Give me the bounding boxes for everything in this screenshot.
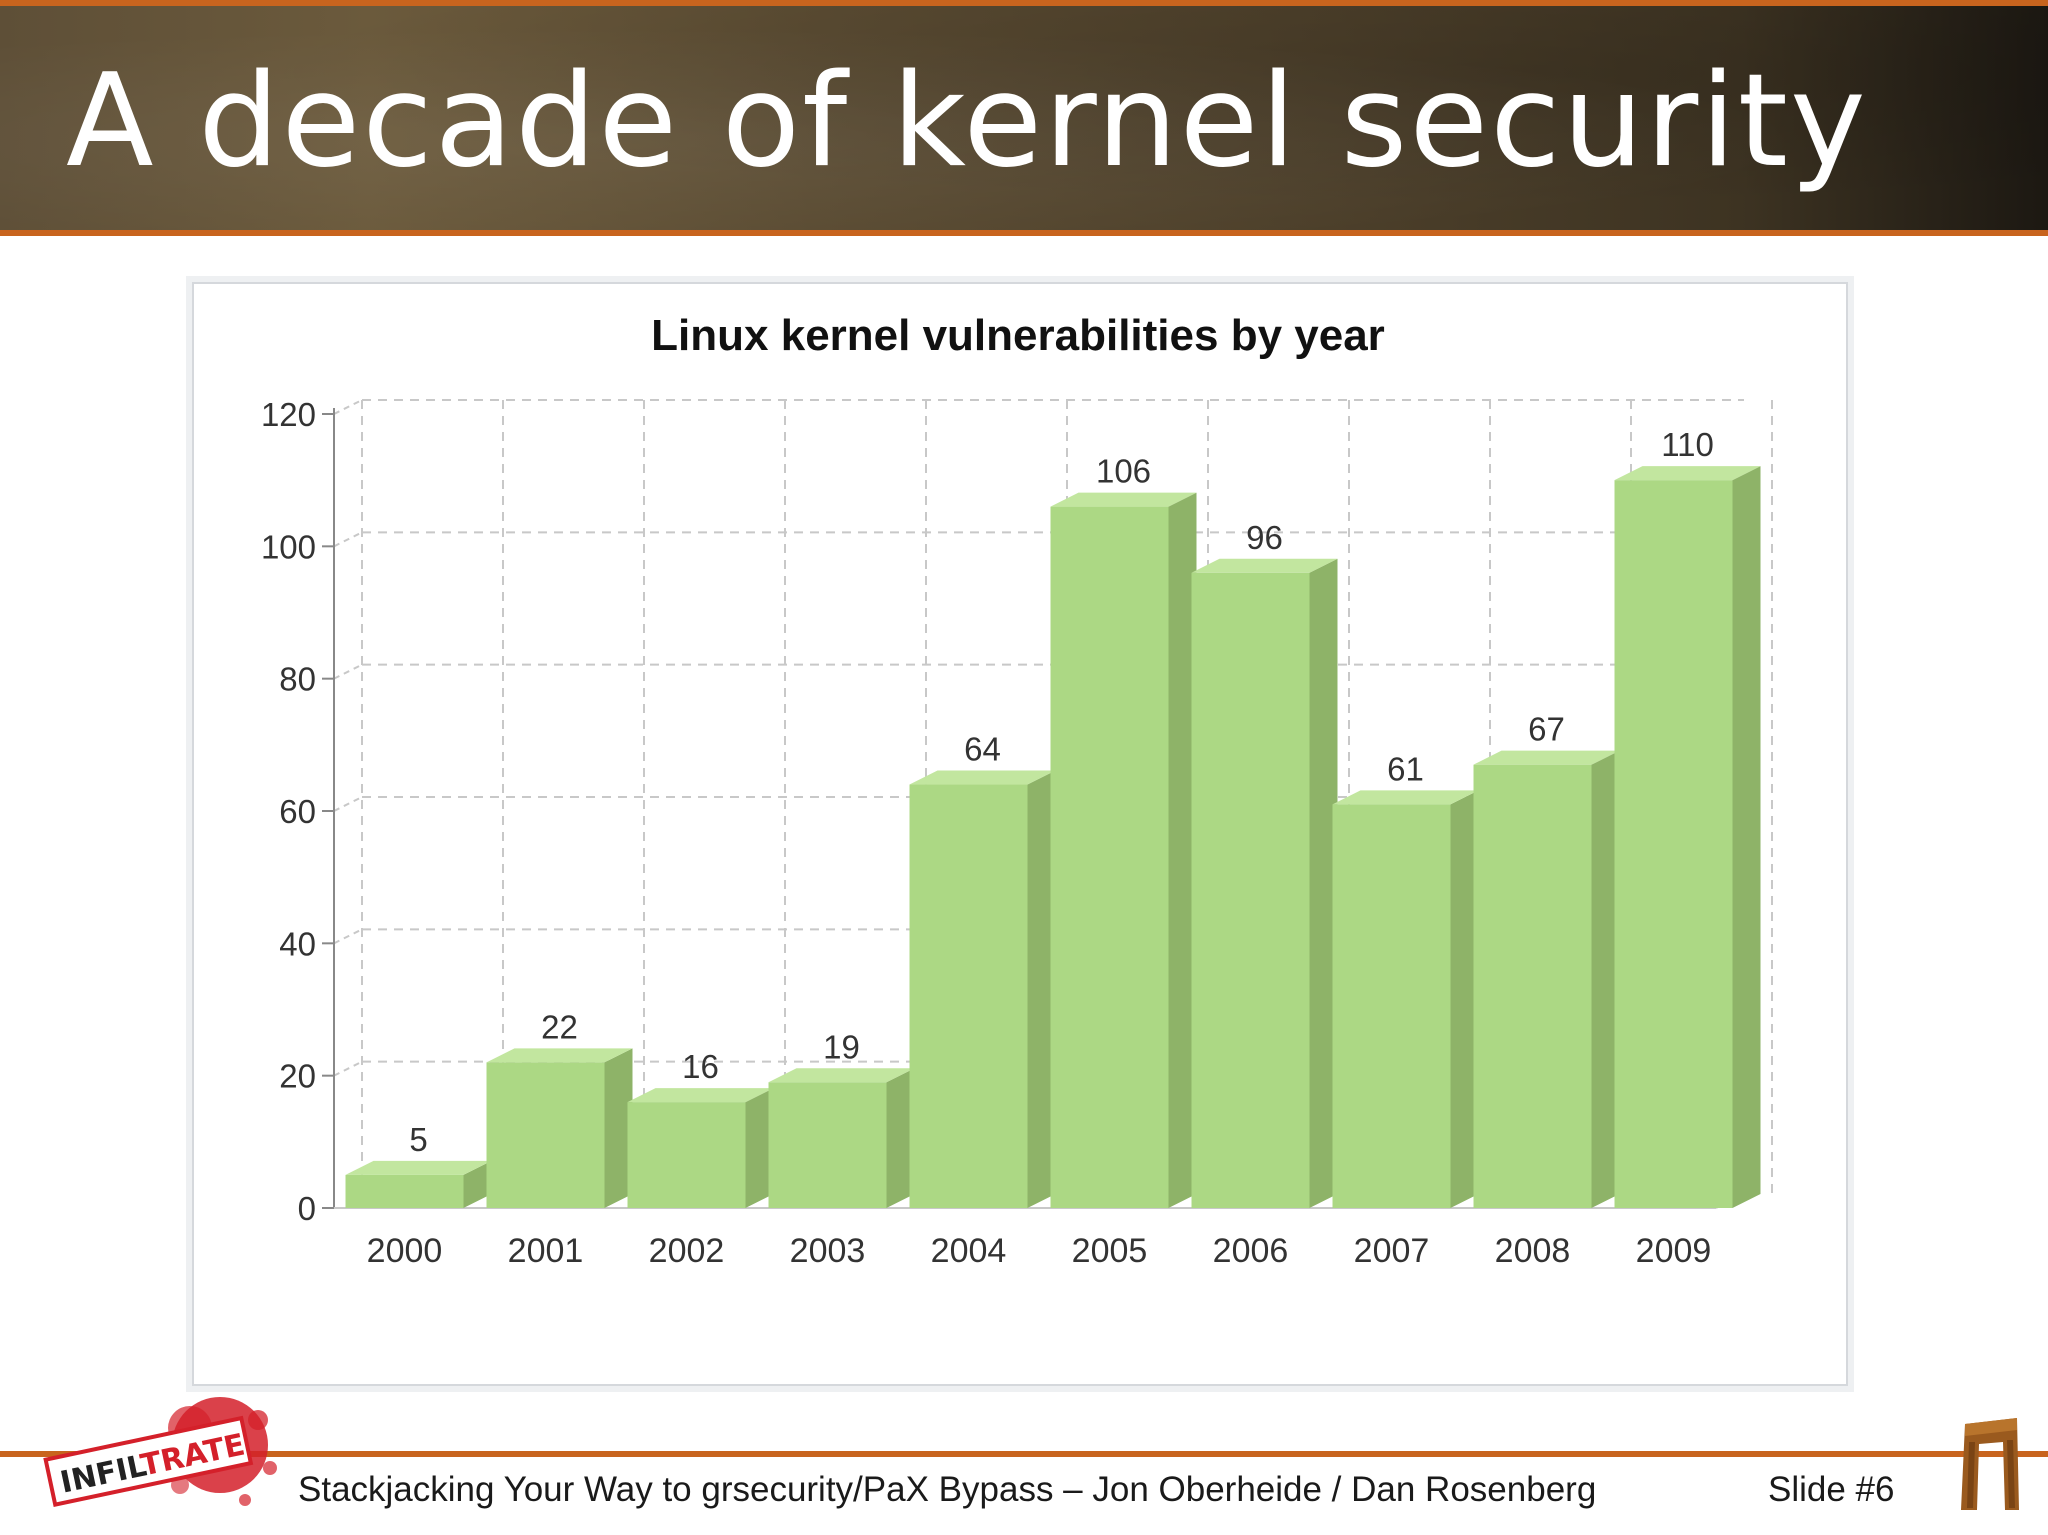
bar-2002 — [627, 1088, 774, 1208]
bar-2007 — [1332, 790, 1479, 1208]
bar-side — [1027, 770, 1056, 1208]
bar-front — [486, 1062, 605, 1208]
data-label: 106 — [1096, 453, 1151, 490]
bar-front — [1614, 480, 1733, 1209]
bar-top — [486, 1048, 633, 1063]
bar-top — [1191, 558, 1338, 573]
bar-side — [604, 1048, 633, 1208]
gridline-depth — [333, 796, 363, 812]
x-tick-label: 2007 — [1354, 1232, 1430, 1270]
data-label: 5 — [409, 1121, 427, 1158]
bar-top — [1473, 750, 1620, 765]
bar-side — [1591, 750, 1620, 1208]
slide-number: Slide #6 — [1768, 1470, 1895, 1509]
data-label: 19 — [823, 1028, 860, 1065]
x-tick-label: 2009 — [1636, 1232, 1712, 1270]
footer-text: Stackjacking Your Way to grsecurity/PaX … — [298, 1470, 1597, 1509]
bar-2000 — [345, 1160, 492, 1208]
bar-2003 — [768, 1068, 915, 1208]
bar-side — [745, 1088, 774, 1208]
chart-title: Linux kernel vulnerabilities by year — [651, 311, 1385, 360]
bar-front — [627, 1102, 746, 1208]
y-tick-label: 20 — [279, 1058, 316, 1095]
y-tick-label: 60 — [279, 793, 316, 830]
bar-2001 — [486, 1048, 633, 1208]
arch-logo — [1961, 1418, 2019, 1510]
data-labels: 5 22 16 19 64 106 96 61 67 110 — [409, 426, 1713, 1158]
bar-side — [1168, 492, 1197, 1209]
slide-title: A decade of kernel security — [66, 47, 1868, 196]
gridline-depth — [333, 663, 363, 680]
bar-2004 — [909, 770, 1056, 1208]
y-tick-label: 0 — [298, 1190, 316, 1227]
footer-divider — [0, 1451, 2048, 1457]
x-tick-label: 2000 — [367, 1232, 443, 1270]
bar-top — [1332, 790, 1479, 805]
data-label: 67 — [1528, 711, 1565, 748]
bar-side — [886, 1068, 915, 1208]
x-tick-label: 2002 — [649, 1232, 725, 1270]
data-label: 16 — [682, 1048, 719, 1085]
x-tick-label: 2004 — [931, 1232, 1007, 1270]
bar-side — [1732, 466, 1761, 1209]
data-label: 22 — [541, 1008, 578, 1045]
bar-2008 — [1473, 750, 1620, 1208]
gridline-depth — [333, 399, 363, 415]
bar-series — [345, 466, 1761, 1209]
infiltrate-logo: INFILTRATE — [43, 1397, 277, 1508]
bar-front — [1332, 804, 1451, 1208]
bar-top — [345, 1160, 492, 1175]
x-tick-label: 2001 — [508, 1232, 584, 1270]
y-tick-labels: 0 20 40 60 80 100 120 — [261, 396, 316, 1227]
data-label: 64 — [964, 731, 1001, 768]
y-tick-label: 120 — [261, 396, 316, 433]
bar-front — [909, 784, 1028, 1208]
bar-2009 — [1614, 466, 1761, 1209]
bar-front — [1473, 764, 1592, 1208]
bar-front — [345, 1174, 464, 1208]
x-tick-label: 2008 — [1495, 1232, 1571, 1270]
y-tick-label: 100 — [261, 528, 316, 565]
gridline-depth — [333, 928, 363, 945]
data-label: 110 — [1661, 426, 1714, 463]
gridline-depth — [333, 1060, 363, 1077]
data-label: 96 — [1246, 519, 1283, 556]
title-banner: A decade of kernel security — [0, 0, 2048, 236]
bar-top — [627, 1088, 774, 1103]
y-tick-label: 40 — [279, 925, 316, 962]
bar-side — [463, 1160, 492, 1208]
x-tick-label: 2005 — [1072, 1232, 1148, 1270]
bar-2006 — [1191, 558, 1338, 1208]
bar-top — [1050, 492, 1197, 507]
bar-front — [1050, 506, 1169, 1209]
x-tick-labels: 2000 2001 2002 2003 2004 2005 2006 2007 2008 2009 — [367, 1232, 1712, 1270]
y-tick-label: 80 — [279, 661, 316, 698]
bar-side — [1309, 558, 1338, 1208]
gridline-depth — [333, 531, 363, 548]
x-tick-label: 2006 — [1213, 1232, 1289, 1270]
bar-2005 — [1050, 492, 1197, 1209]
bar-side — [1450, 790, 1479, 1208]
bar-front — [768, 1082, 887, 1208]
bar-front — [1191, 572, 1310, 1208]
data-label: 61 — [1387, 750, 1424, 787]
x-tick-label: 2003 — [790, 1232, 866, 1270]
bar-top — [1614, 466, 1761, 481]
bar-top — [909, 770, 1056, 785]
bar-top — [768, 1068, 915, 1083]
